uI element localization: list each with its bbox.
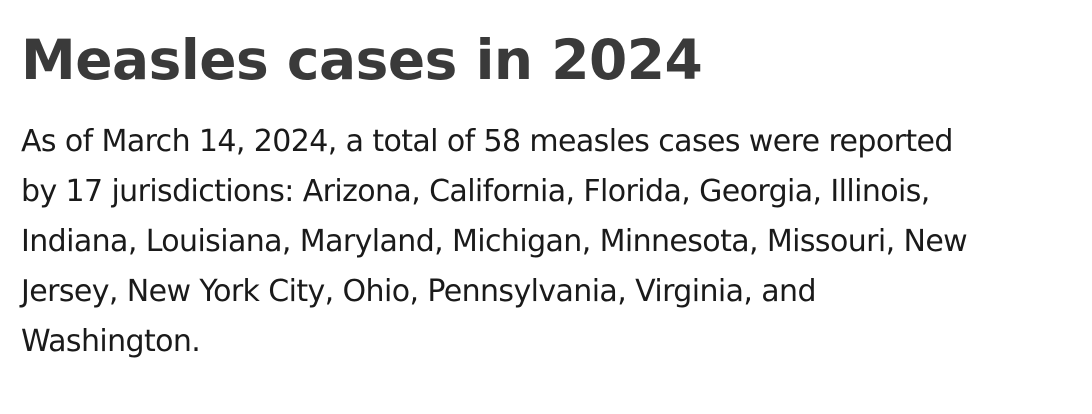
article-section: Measles cases in 2024 As of March 14, 20… xyxy=(21,22,1081,367)
paragraph-line: Washington. xyxy=(21,324,201,359)
summary-paragraph: As of March 14, 2024, a total of 58 meas… xyxy=(21,117,1081,367)
paragraph-line: As of March 14, 2024, a total of 58 meas… xyxy=(21,124,953,159)
paragraph-line: Indiana, Louisiana, Maryland, Michigan, … xyxy=(21,224,968,259)
paragraph-line: Jersey, New York City, Ohio, Pennsylvani… xyxy=(21,274,817,309)
page-title: Measles cases in 2024 xyxy=(21,28,703,92)
paragraph-line: by 17 jurisdictions: Arizona, California… xyxy=(21,174,930,209)
